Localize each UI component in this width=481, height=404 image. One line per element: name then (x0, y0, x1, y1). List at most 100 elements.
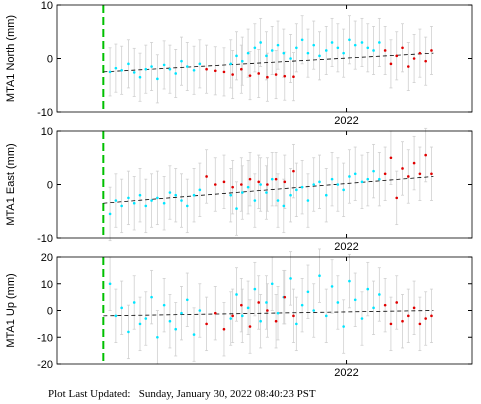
data-point (312, 43, 316, 47)
trend-line (103, 52, 434, 73)
data-point (424, 153, 427, 157)
data-point (412, 161, 416, 165)
trend-line (103, 176, 434, 204)
data-point (282, 204, 286, 208)
data-point (342, 325, 345, 328)
data-point (114, 66, 118, 70)
x-tick-label: 2022 (334, 115, 358, 127)
data-point (348, 175, 351, 178)
data-point (168, 191, 172, 194)
y-tick-label: 0 (47, 306, 53, 318)
data-point (276, 311, 280, 315)
data-point (353, 298, 357, 302)
data-point (120, 204, 123, 208)
data-point (372, 169, 375, 173)
data-point (108, 282, 112, 286)
data-point (266, 309, 269, 312)
data-point (342, 51, 345, 55)
panel: -20 -10 0 10 20 2022 MTA1 Up (mm) (5, 248, 473, 379)
data-point (372, 306, 375, 310)
data-point (395, 54, 399, 58)
y-tick-label: 10 (41, 0, 53, 12)
data-point (360, 317, 364, 320)
data-point (424, 317, 427, 320)
data-point (324, 193, 328, 197)
y-tick-label: 20 (41, 252, 53, 264)
data-point (120, 68, 123, 72)
data-point (274, 177, 278, 181)
data-point (366, 177, 370, 181)
data-point (324, 49, 328, 52)
data-point (235, 293, 238, 296)
data-point (180, 59, 183, 63)
data-point (389, 62, 393, 66)
data-point (229, 62, 233, 66)
data-point (265, 191, 268, 194)
data-point (138, 75, 142, 79)
data-point (240, 183, 243, 186)
data-point (248, 74, 252, 77)
data-point (289, 57, 292, 60)
data-point (407, 175, 410, 178)
y-axis-label: MTA1 East (mm) (5, 143, 17, 225)
data-point (241, 59, 244, 63)
data-point (132, 201, 136, 205)
plot-frame (56, 4, 473, 113)
data-point (222, 70, 226, 74)
data-point (270, 282, 274, 286)
data-point (330, 285, 334, 288)
data-point (253, 46, 257, 50)
data-point (222, 180, 226, 184)
data-point (241, 314, 244, 318)
data-point (395, 196, 399, 200)
data-point (318, 54, 321, 58)
data-point (138, 193, 142, 197)
data-point (229, 317, 233, 320)
data-point (274, 73, 278, 76)
data-point (205, 67, 208, 71)
data-point (108, 212, 112, 216)
data-point (274, 319, 278, 323)
data-point (383, 172, 387, 176)
data-point (395, 301, 399, 304)
data-point (295, 188, 298, 192)
data-point (162, 303, 166, 307)
data-point (265, 54, 268, 58)
data-point (205, 322, 208, 326)
x-tick-label: 2022 (334, 367, 358, 379)
data-point (180, 311, 183, 315)
data-point (246, 306, 250, 310)
data-point (257, 180, 261, 184)
data-point (276, 43, 280, 47)
data-point (401, 319, 404, 323)
data-point (241, 191, 244, 194)
data-point (156, 77, 159, 81)
data-point (389, 322, 393, 326)
data-point (248, 177, 252, 181)
data-point (150, 295, 153, 299)
data-point (185, 204, 189, 208)
data-point (318, 274, 321, 278)
data-point (283, 180, 287, 184)
data-point (162, 63, 166, 67)
data-point (266, 75, 269, 79)
data-point (180, 199, 183, 202)
data-point (378, 177, 381, 181)
data-point (336, 183, 340, 186)
data-point (213, 69, 217, 73)
data-point (366, 46, 370, 50)
data-point (418, 51, 422, 55)
data-point (430, 172, 433, 176)
y-tick-label: -10 (37, 233, 53, 245)
data-point (360, 180, 364, 184)
data-point (198, 62, 202, 66)
data-point (412, 306, 416, 310)
data-point (289, 277, 292, 280)
data-point (192, 68, 196, 72)
data-point (259, 183, 262, 186)
panel: -10 0 10 2022 MTA1 North (mm) (5, 0, 473, 127)
y-axis-label: MTA1 North (mm) (5, 15, 17, 102)
data-point (259, 41, 262, 44)
y-tick-label: 0 (47, 180, 53, 192)
